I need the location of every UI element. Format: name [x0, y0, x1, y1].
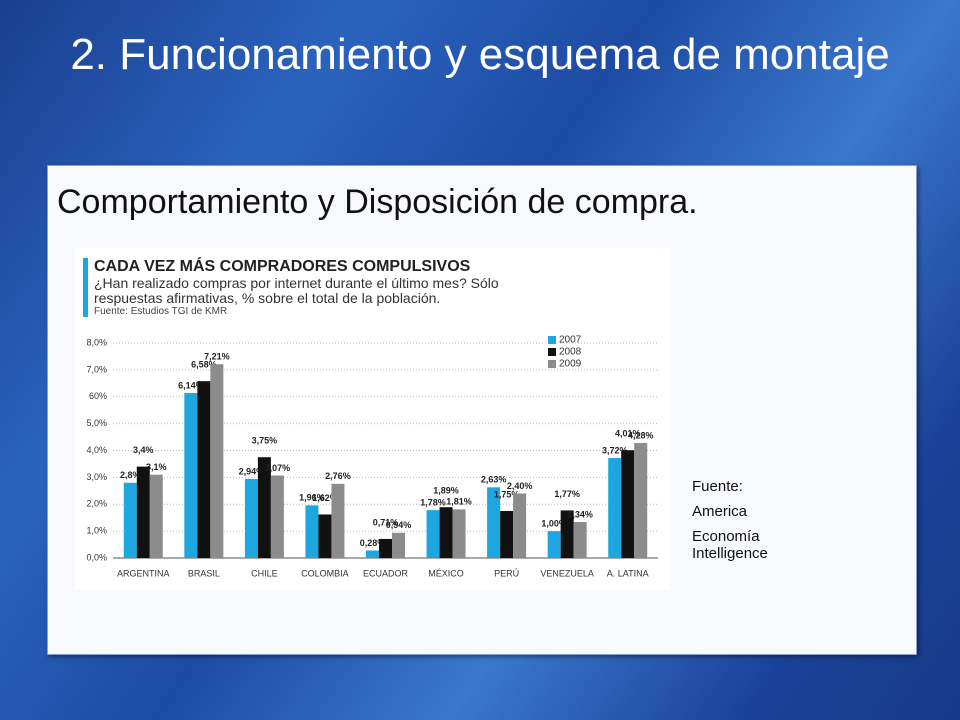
- value-label: 1,81%: [446, 497, 472, 507]
- bar: [621, 450, 635, 558]
- y-tick-label: 7,0%: [86, 364, 107, 374]
- value-label: 6,14%: [178, 380, 204, 390]
- note: Fuente: America Economía Intelligence: [692, 478, 802, 570]
- bar: [197, 381, 211, 558]
- value-label: 2,76%: [325, 471, 351, 481]
- y-tick-label: 4,0%: [86, 445, 107, 455]
- value-label: 1,75%: [494, 489, 520, 499]
- value-label: 1,77%: [554, 489, 580, 499]
- x-tick-label: BRASIL: [188, 568, 220, 578]
- bar: [318, 514, 332, 558]
- bar: [513, 493, 527, 558]
- value-label: 3,75%: [252, 436, 278, 446]
- x-tick-label: COLOMBIA: [301, 568, 349, 578]
- value-label: 1,00%: [541, 519, 567, 529]
- chart-source: Fuente: Estudios TGI de KMR: [94, 306, 228, 317]
- value-label: 1,78%: [420, 498, 446, 508]
- chart-title: CADA VEZ MÁS COMPRADORES COMPULSIVOS: [94, 258, 471, 275]
- x-tick-label: A. LATINA: [607, 568, 649, 578]
- value-label: 1,89%: [433, 486, 459, 496]
- value-label: 3,1%: [146, 462, 167, 472]
- value-label: 2,63%: [481, 475, 507, 485]
- bar: [452, 509, 466, 558]
- bar: [426, 510, 440, 558]
- bar: [487, 487, 501, 558]
- bar: [634, 442, 648, 558]
- value-label: 6,58%: [191, 360, 217, 370]
- value-label: 4,28%: [628, 430, 654, 440]
- bar: [608, 458, 622, 558]
- legend-swatch: [548, 348, 556, 356]
- x-tick-label: ARGENTINA: [117, 568, 170, 578]
- x-tick-label: PERÚ: [494, 568, 519, 578]
- note-line: America: [692, 503, 748, 520]
- x-tick-label: MÉXICO: [428, 568, 464, 578]
- y-tick-label: 60%: [89, 391, 107, 401]
- chart-header: CADA VEZ MÁS COMPRADORES COMPULSIVOS ¿Ha…: [83, 258, 669, 317]
- value-label: 0,28%: [360, 538, 386, 548]
- value-label: 0,94%: [386, 520, 412, 530]
- bar: [123, 482, 137, 558]
- value-label: 0,71%: [373, 517, 399, 527]
- bar: [136, 466, 150, 558]
- x-tick-label: ECUADOR: [363, 568, 409, 578]
- bar: [331, 483, 345, 558]
- value-label: 1,34%: [567, 509, 593, 519]
- legend-swatch: [548, 360, 556, 368]
- y-tick-label: 1,0%: [86, 526, 107, 536]
- value-label: 2,8%: [120, 470, 141, 480]
- value-label: 4,01%: [615, 429, 641, 439]
- bar: [560, 510, 574, 558]
- value-label: 2,94%: [239, 466, 265, 476]
- value-label: 7,21%: [204, 352, 230, 362]
- chart: 0,0% 1,0% 2,0% 3,0% 4,0% 5,0% 60% 7,0% 8,0% ARGEN…: [75, 248, 670, 590]
- value-label: 1,62%: [312, 493, 338, 503]
- legend-swatch: [548, 336, 556, 344]
- slide-title: 2. Funcionamiento y esquema de montaje: [70, 30, 890, 79]
- note-line: Economía Intelligence: [692, 528, 768, 562]
- y-tick-label: 0,0%: [86, 552, 107, 562]
- bar: [184, 392, 198, 558]
- bar: [500, 510, 514, 558]
- chart-svg: 0,0% 1,0% 2,0% 3,0% 4,0% 5,0% 60% 7,0% 8,0% ARGEN…: [86, 335, 658, 578]
- value-label: 2,40%: [507, 481, 533, 491]
- slide-subtitle: Comportamiento y Disposición de compra.: [57, 183, 698, 221]
- bar: [257, 457, 271, 558]
- value-label: 1,96%: [299, 493, 325, 503]
- bar: [379, 538, 392, 558]
- note-line: Fuente:: [692, 478, 743, 495]
- x-tick-label: CHILE: [251, 568, 278, 578]
- x-tick-label: VENEZUELA: [540, 568, 594, 578]
- y-tick-label: 8,0%: [86, 337, 107, 347]
- bar: [547, 531, 561, 558]
- y-tick-label: 5,0%: [86, 418, 107, 428]
- bar: [244, 478, 258, 558]
- y-tick-label: 3,0%: [86, 472, 107, 482]
- legend-label: 2009: [559, 359, 582, 370]
- bar: [366, 550, 379, 558]
- value-label: 3,72%: [602, 445, 628, 455]
- legend-label: 2008: [559, 347, 582, 358]
- bar: [210, 364, 224, 558]
- bar: [392, 532, 405, 558]
- bar: [439, 507, 453, 558]
- bar: [149, 474, 163, 558]
- bar: [270, 475, 284, 558]
- value-label: 3,07%: [265, 463, 291, 473]
- y-tick-label: 2,0%: [86, 499, 107, 509]
- legend-label: 2007: [559, 335, 582, 346]
- chart-subtitle: ¿Han realizado compras por internet dura…: [94, 275, 499, 306]
- bar: [573, 521, 587, 558]
- value-label: 3,4%: [133, 445, 154, 455]
- bar: [305, 505, 319, 558]
